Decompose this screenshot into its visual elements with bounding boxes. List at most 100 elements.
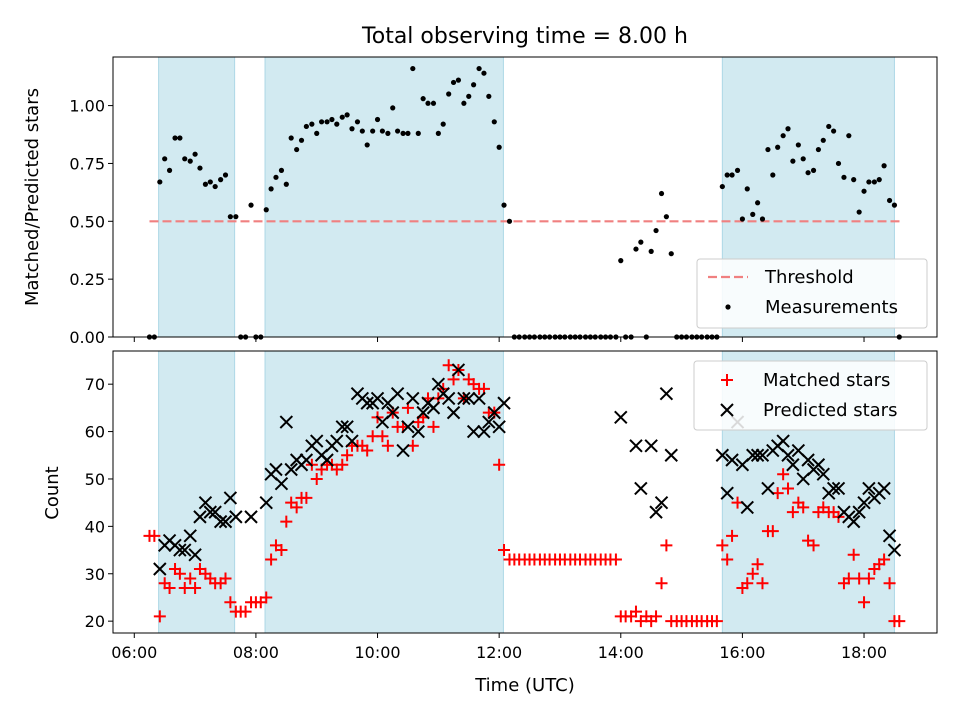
predicted-star-point [466,424,481,439]
measurement-point [886,197,893,204]
predicted-star-point [259,495,273,510]
bottom-y-axis-label: Count [42,466,63,519]
measurement-point [765,146,771,153]
matched-star-point [660,539,673,552]
measurement-point [841,174,847,180]
predicted-star-point [786,458,800,472]
predicted-star-point [223,491,238,505]
measurement-point [425,100,431,106]
measurement-point [861,188,867,194]
top-y-axis-label: Matched/Predicted stars [22,88,43,306]
x-tick-label: 08:00 [233,643,279,662]
measurement-point [800,156,806,162]
matched-star-point [300,491,313,504]
predicted-star-point [411,424,425,439]
matched-star-point [847,548,860,561]
measurement-point [486,93,492,99]
y-tick-label: 0.75 [69,154,105,173]
predicted-star-point [497,396,511,410]
legend-box [696,258,928,329]
measurement-point [866,179,872,185]
matched-star-point [862,572,875,585]
predicted-star-point [715,448,730,462]
plot-frame [112,350,938,634]
measurement-point [466,93,472,99]
measurement-point [633,246,639,252]
matched-star-point [310,472,323,485]
x-tick-label: 16:00 [719,643,765,662]
matched-star-point [756,577,769,590]
measurement-point [446,91,452,97]
predicted-star-point [816,467,830,481]
measurement-point [501,202,507,208]
predicted-star-point [857,495,871,510]
legend-threshold-label: Threshold [764,267,854,288]
matched-star-point [224,596,237,609]
x-tick-label: 10:00 [354,643,400,662]
predicted-star-point [360,396,374,410]
y-tick-label: 20 [85,612,105,631]
matched-star-point [275,544,288,557]
y-tick-label: 50 [85,470,105,489]
measurement-point [263,207,269,213]
matched-star-point [650,610,663,623]
matched-star-point [173,567,186,580]
measurement-point [334,121,340,127]
legend-matched-swatch [721,374,733,386]
predicted-star-point [862,481,876,496]
predicted-star-point [416,405,430,420]
predicted-star-point [482,415,496,429]
measurement-point [891,202,898,208]
measurement-point [461,100,467,106]
predicted-star-point [310,434,324,448]
predicted-star-point [877,481,891,496]
measurement-point [349,126,355,132]
x-tick-label: 12:00 [476,643,522,662]
plot-frame [112,56,938,338]
measurement-point [846,133,852,139]
predicted-star-point [320,453,334,467]
predicted-star-point [644,439,658,453]
measurement-point [795,142,801,148]
measurement-point [770,172,776,178]
matched-star-point [782,482,795,495]
matched-star-point [716,539,729,552]
predicted-star-point [761,481,775,496]
predicted-star-point [390,386,405,401]
observing-window-band [264,56,504,338]
matched-star-point [726,529,739,542]
matched-star-point [710,615,723,628]
measurement-points [146,65,902,340]
predicted-star-point [284,462,298,477]
measurement-point [248,202,254,208]
matched-star-point [493,458,506,471]
predicted-star-point [725,453,739,467]
bottom-panel: 20 30 40 50 60 70 06:00 08:00 10:00 12:00 14:00 16:… [85,350,938,662]
measurement-point [166,167,173,173]
measurement-point [283,181,289,187]
matched-star-point [878,553,891,566]
observing-window-band [158,56,236,338]
measurement-point [390,105,396,111]
measurement-point [455,77,462,83]
predicted-star-point [649,505,663,519]
predicted-star-point [426,401,441,415]
measurement-point [734,167,741,173]
predicted-star-point [396,443,410,458]
measurement-point [278,167,285,173]
measurement-point [450,79,457,86]
measurement-point [318,119,325,125]
measurement-point [719,183,725,190]
measurement-point [354,119,361,125]
count-points [143,359,906,628]
measurement-point [653,227,659,234]
predicted-star-point [654,495,669,510]
predicted-star-point [659,386,674,401]
matched-star-point [336,458,349,471]
predicted-star-point [299,453,314,467]
measurement-point [329,116,335,123]
predicted-star-point [401,420,415,434]
predicted-star-point [330,434,344,448]
measurement-point [420,96,426,102]
matched-star-point [290,501,303,514]
